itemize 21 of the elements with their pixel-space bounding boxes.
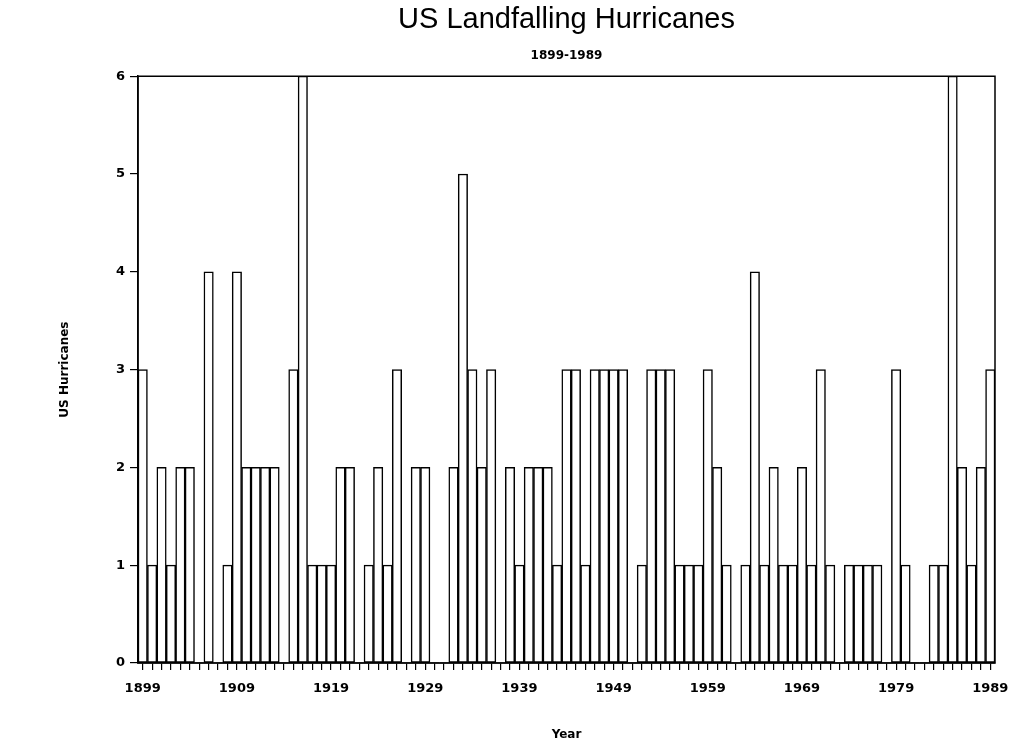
- y-tick-label: 0: [115, 654, 125, 670]
- y-tick-label: 1: [115, 556, 125, 572]
- chart-title: US Landfalling Hurricanes: [398, 2, 735, 35]
- x-tick-label: 1959: [689, 680, 726, 696]
- y-axis-title: US Hurricanes: [57, 321, 72, 418]
- x-tick-label: 1899: [124, 680, 161, 696]
- y-tick-label: 5: [115, 165, 125, 181]
- x-tick-label: 1969: [783, 680, 821, 696]
- x-tick-label: 1909: [218, 680, 255, 696]
- x-tick-label: 1989: [972, 680, 1009, 696]
- x-tick-label: 1979: [878, 680, 915, 696]
- y-tick-label: 6: [115, 67, 125, 83]
- y-tick-label: 4: [115, 263, 125, 279]
- x-tick-label: 1939: [501, 680, 538, 696]
- chart-subtitle: 1899-1989: [530, 48, 603, 63]
- x-axis-title: Year: [550, 726, 582, 741]
- y-tick-label: 2: [115, 458, 125, 474]
- x-tick-label: 1949: [595, 680, 632, 696]
- x-tick-label: 1929: [407, 680, 444, 696]
- y-tick-label: 3: [115, 360, 125, 376]
- x-tick-label: 1919: [312, 680, 350, 696]
